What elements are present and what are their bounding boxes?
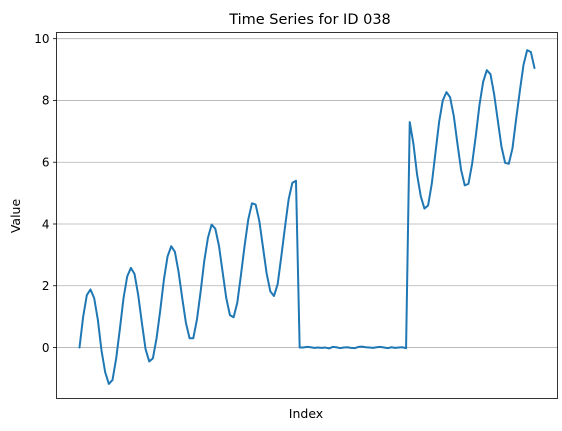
x-axis-label: Index bbox=[289, 406, 323, 421]
series-layer bbox=[78, 49, 536, 385]
y-tick-label: 8 bbox=[42, 94, 50, 108]
y-tick-label: 2 bbox=[42, 279, 50, 293]
y-tick-label: 10 bbox=[34, 32, 49, 46]
grid-lines bbox=[56, 38, 558, 348]
y-axis-ticks: 0 2 4 6 8 10 bbox=[34, 32, 57, 355]
plot-area-frame bbox=[56, 32, 558, 399]
y-axis-label: Value bbox=[8, 199, 23, 234]
y-tick-label: 0 bbox=[42, 341, 50, 355]
y-tick-label: 6 bbox=[42, 156, 50, 170]
series-line-0 bbox=[78, 49, 536, 385]
chart-title: Time Series for ID 038 bbox=[228, 12, 391, 28]
y-tick-label: 4 bbox=[42, 217, 50, 231]
